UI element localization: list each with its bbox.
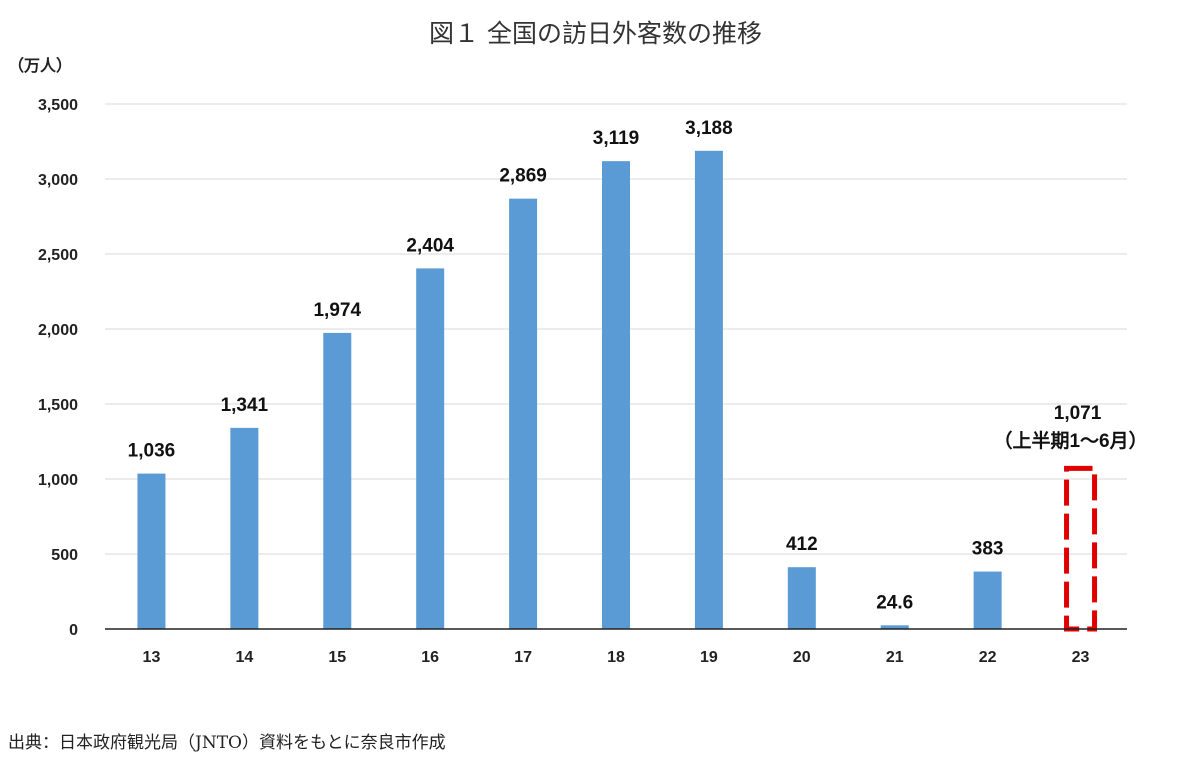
data-label: 1,341: [221, 395, 269, 416]
y-tick-label: 3,000: [38, 172, 78, 189]
y-tick-label: 500: [51, 547, 78, 564]
highlight-outline-bar: [1064, 465, 1098, 632]
y-tick-label: 2,500: [38, 247, 78, 264]
chart-title: 図１ 全国の訪日外客数の推移: [429, 19, 762, 48]
x-tick-label: 21: [886, 649, 904, 666]
source-note: 出典：日本政府観光局（JNTO）資料をもとに奈良市作成: [8, 733, 446, 753]
x-tick-label: 15: [328, 649, 346, 666]
x-tick-label: 18: [607, 649, 625, 666]
y-tick-label: 1,000: [38, 472, 78, 489]
x-tick-label: 13: [143, 649, 161, 666]
data-label: 24.6: [876, 592, 913, 613]
y-tick-label: 3,500: [38, 97, 78, 114]
bar: [230, 427, 259, 629]
x-tick-label: 22: [979, 649, 997, 666]
bar: [880, 625, 909, 629]
x-tick-label: 14: [235, 649, 253, 666]
x-tick-label: 20: [793, 649, 811, 666]
y-axis-unit-label: （万人）: [8, 56, 73, 75]
data-label: 1,974: [313, 300, 361, 321]
data-label: 412: [786, 534, 818, 555]
bar: [323, 332, 352, 629]
bar: [787, 567, 816, 629]
x-tick-label: 23: [1072, 649, 1090, 666]
bar: [694, 150, 723, 630]
bar: [509, 198, 538, 629]
x-tick-label: 17: [514, 649, 532, 666]
y-tick-label: 0: [69, 622, 78, 639]
x-tick-label: 16: [421, 649, 439, 666]
x-tick-label: 19: [700, 649, 718, 666]
data-labels: 1,036 1,341 1,974 2,404 2,869 3,119 3,188 412 24…: [128, 118, 1148, 614]
data-label: 2,404: [406, 235, 454, 256]
bar: [973, 571, 1002, 629]
data-label: 2,869: [499, 166, 547, 187]
data-label: 1,036: [128, 441, 176, 462]
bar: [602, 161, 630, 629]
y-tick-label: 2,000: [38, 322, 78, 339]
highlight-annotation: （上半期1～6月）: [993, 429, 1147, 452]
data-label: 1,071: [1054, 403, 1102, 424]
bars: [137, 150, 1098, 632]
data-label: 3,188: [685, 118, 733, 139]
data-label: 383: [972, 539, 1004, 560]
data-label: 3,119: [593, 128, 640, 149]
bar: [416, 268, 445, 629]
y-tick-label: 1,500: [38, 397, 78, 414]
bar: [137, 473, 166, 629]
axes: 0 500 1,000 1,500 2,000 2,500 3,000 3,500 13 14 15…: [38, 97, 1127, 666]
